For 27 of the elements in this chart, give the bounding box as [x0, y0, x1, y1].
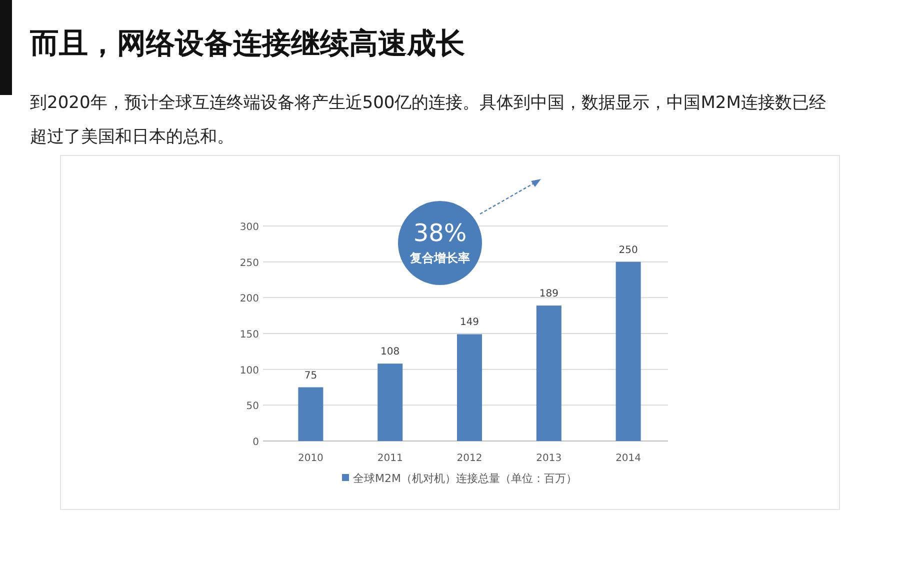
x-tick-label: 2011 — [377, 453, 403, 464]
bar — [378, 364, 403, 441]
bar — [298, 387, 324, 441]
bar — [616, 262, 641, 441]
chart-subtitle: 到2020年，预计全球互连终端设备将产生近500亿的连接。具体到中国，数据显示，中国M2M连接数已经超过了美国和日本的总和。 — [30, 92, 827, 149]
data-label: 108 — [380, 346, 400, 358]
annotation: 复合增长率 — [409, 251, 470, 265]
legend-label: 全球M2M（机对机）连接总量（单位：百万） — [353, 472, 577, 485]
chart-title: 而且，网络设备连接继续高速成长 — [30, 25, 465, 62]
y-tick-label: 100 — [240, 365, 259, 376]
y-tick-label: 300 — [240, 222, 259, 233]
data-label: 189 — [539, 288, 558, 300]
bar — [536, 306, 562, 441]
annotation: 38% — [413, 219, 467, 247]
x-tick-label: 2013 — [536, 453, 562, 464]
data-label: 75 — [304, 370, 318, 382]
y-tick-label: 200 — [240, 294, 259, 305]
x-tick-label: 2012 — [456, 453, 482, 464]
bar — [457, 334, 482, 441]
data-label: 250 — [618, 244, 638, 256]
y-tick-label: 50 — [246, 401, 259, 412]
y-tick-label: 0 — [252, 437, 259, 448]
y-tick-label: 250 — [240, 258, 259, 269]
x-tick-label: 2010 — [298, 453, 324, 464]
data-label: 149 — [460, 317, 480, 328]
x-tick-label: 2014 — [616, 453, 642, 464]
y-tick-label: 150 — [240, 330, 259, 340]
